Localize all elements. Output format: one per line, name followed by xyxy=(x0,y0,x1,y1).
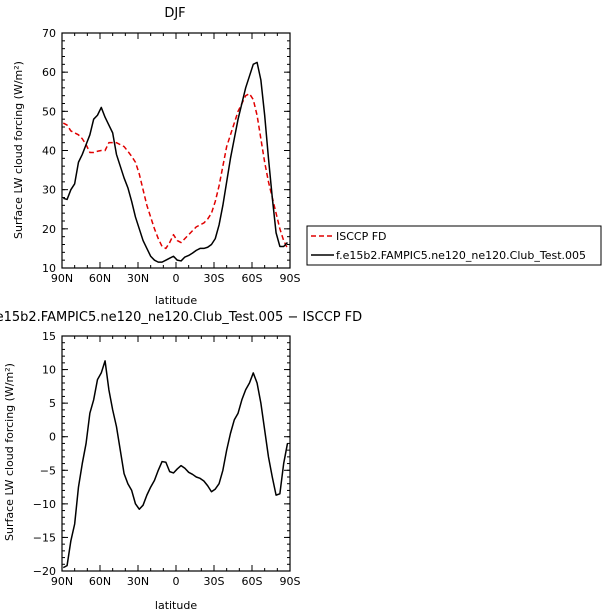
top-axis-ticks xyxy=(61,32,291,269)
bottom-x-tick-label: 30S xyxy=(204,575,225,588)
legend-label-model: f.e15b2.FAMPIC5.ne120_ne120.Club_Test.00… xyxy=(336,249,586,262)
legend: ISCCP FD f.e15b2.FAMPIC5.ne120_ne120.Clu… xyxy=(306,225,602,266)
bottom-x-tick-label: 60N xyxy=(89,575,111,588)
top-y-tick-label: 30 xyxy=(42,184,56,197)
bottom-y-tick-label: −20 xyxy=(33,565,56,578)
bottom-y-tick-label: 10 xyxy=(42,364,56,377)
top-x-tick-label: 0 xyxy=(173,272,180,285)
top-y-tick-label: 40 xyxy=(42,145,56,158)
bottom-y-axis-label: Surface LW cloud forcing (W/m²) xyxy=(3,363,16,541)
bottom-y-tick-label: −5 xyxy=(40,464,56,477)
top-y-tick-label: 50 xyxy=(42,105,56,118)
legend-label-isccp: ISCCP FD xyxy=(336,230,387,243)
top-y-axis-label: Surface LW cloud forcing (W/m²) xyxy=(12,61,25,239)
bottom-y-tick-label: −15 xyxy=(33,531,56,544)
bottom-x-tick-label: 30N xyxy=(127,575,149,588)
bottom-x-tick-label: 90N xyxy=(51,575,73,588)
top-y-tick-label: 60 xyxy=(42,66,56,79)
top-series-lines xyxy=(62,61,289,263)
top-series-line-0 xyxy=(62,92,289,250)
top-x-tick-label: 90N xyxy=(51,272,73,285)
top-x-tick-label: 60S xyxy=(242,272,263,285)
bottom-axis-tick-labels: 90N 60N 30N 0 30S 60S 90S −20 −15 −10 −5 0 5 10 15 xyxy=(33,330,301,588)
bottom-y-tick-label: 5 xyxy=(49,397,56,410)
bottom-plot-frame xyxy=(61,335,291,572)
top-x-tick-label: 60N xyxy=(89,272,111,285)
bottom-panel: f.e15b2.FAMPIC5.ne120_ne120.Club_Test.00… xyxy=(0,310,362,612)
top-x-tick-label: 90S xyxy=(280,272,301,285)
bottom-chart-title: f.e15b2.FAMPIC5.ne120_ne120.Club_Test.00… xyxy=(0,310,362,325)
top-plot-frame xyxy=(61,32,291,269)
top-chart-title: DJF xyxy=(164,6,185,21)
top-axis-tick-labels: 90N 60N 30N 0 30S 60S 90S 10 20 30 40 50 60 70 xyxy=(42,27,301,285)
legend-box xyxy=(306,225,602,266)
top-x-tick-label: 30N xyxy=(127,272,149,285)
bottom-x-tick-label: 60S xyxy=(242,575,263,588)
bottom-y-tick-label: 0 xyxy=(49,431,56,444)
bottom-x-tick-label: 0 xyxy=(173,575,180,588)
top-x-tick-label: 30S xyxy=(204,272,225,285)
bottom-x-tick-label: 90S xyxy=(280,575,301,588)
top-y-tick-label: 20 xyxy=(42,223,56,236)
top-series-line-1 xyxy=(63,61,289,263)
top-panel: DJF Surface LW cloud forcing (W/m²) lati… xyxy=(12,6,301,307)
bottom-y-tick-label: −10 xyxy=(33,498,56,511)
top-y-tick-label: 10 xyxy=(42,262,56,275)
top-y-tick-label: 70 xyxy=(42,27,56,40)
bottom-axis-ticks xyxy=(61,335,291,572)
bottom-y-tick-label: 15 xyxy=(42,330,56,343)
bottom-series-lines xyxy=(62,360,289,569)
top-x-axis-label: latitude xyxy=(155,294,197,307)
bottom-series-line-0 xyxy=(62,360,289,569)
bottom-x-axis-label: latitude xyxy=(155,599,197,612)
